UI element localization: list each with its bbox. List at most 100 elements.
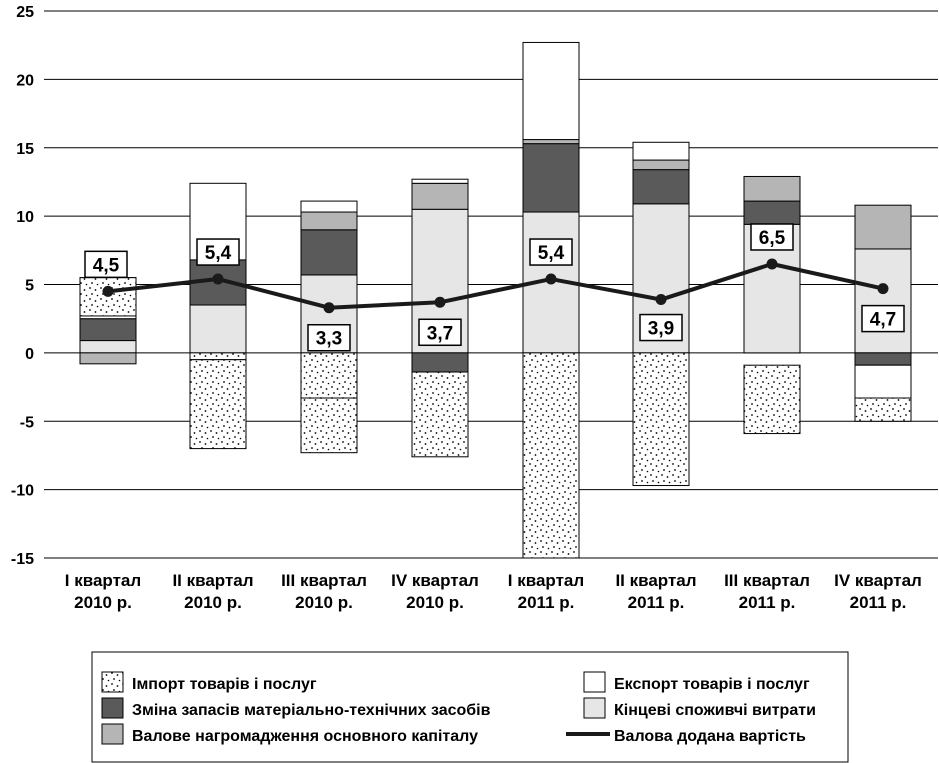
data-label: 5,4: [205, 243, 232, 264]
gva-point: [766, 258, 778, 270]
y-tick-label: 5: [25, 278, 34, 295]
bar-segment-експорт-товарів-і-послуг: [522, 41, 580, 141]
bar-segment-import: [300, 352, 358, 399]
gva-point: [323, 302, 335, 314]
y-tick-label: -10: [11, 483, 34, 500]
bar-segment-зміна-запасів-матеріально-технічних-засобів: [743, 200, 801, 225]
data-label: 4,7: [870, 310, 896, 331]
x-category-label: II квартал: [172, 571, 253, 590]
bar-segment-експорт-товарів-і-послуг: [411, 178, 469, 184]
x-category-label: II квартал: [615, 571, 696, 590]
x-category-label: 2010 р.: [406, 593, 464, 612]
bar-segment-зміна-запасів-матеріально-технічних-засобів: [854, 352, 912, 366]
bar-segment-зміна-запасів-матеріально-технічних-засобів: [411, 352, 469, 373]
bar-segment-експорт-товарів-і-послуг: [300, 200, 358, 213]
gva-point: [877, 283, 889, 295]
legend-swatch-stocks: [101, 697, 124, 719]
x-category-label: 2011 р.: [739, 593, 796, 612]
bar-segment-зміна-запасів-матеріально-технічних-засобів: [632, 169, 690, 205]
legend-swatch-capital: [101, 723, 124, 745]
bar-segment-валове-нагромадження-основного-капіталу: [522, 139, 580, 145]
data-label-box: [196, 238, 240, 266]
bar-segment-import: [743, 364, 801, 435]
gva-line-path: [107, 261, 884, 310]
data-label: 4,5: [93, 255, 120, 276]
bar-segment-зміна-запасів-матеріально-технічних-засобів: [79, 318, 137, 342]
gva-line: [102, 258, 889, 314]
bar-segment-import: [411, 371, 469, 458]
bar-segment-import: [189, 352, 247, 361]
legend-swatch-export: [583, 671, 606, 693]
bar-segment-кінцеві-споживчі-витрати: [79, 340, 137, 354]
bar-segment-зміна-запасів-матеріально-технічних-засобів: [300, 229, 358, 276]
bar-segment-import: [300, 397, 358, 454]
legend-swatch-consumption: [583, 697, 606, 719]
x-category-label: 2011 р.: [850, 593, 907, 612]
legend-label-gva: Валова додана вартість: [614, 728, 806, 745]
legend-label-export: Експорт товарів і послуг: [614, 676, 810, 693]
x-category-label: 2011 р.: [628, 593, 685, 612]
data-label: 6,5: [759, 228, 786, 249]
legend-label-stocks: Зміна запасів матеріально-технічних засо…: [132, 702, 491, 719]
legend-swatch-import: [101, 671, 124, 693]
x-axis-categories: I квартал 2010 р. II квартал 2010 р. III ква…: [65, 571, 922, 612]
data-label-box: [529, 238, 573, 266]
data-label: 3,3: [316, 329, 342, 350]
x-category-label: 2010 р.: [295, 593, 353, 612]
x-category-label: III квартал: [724, 571, 810, 590]
gva-point: [434, 296, 446, 308]
bar-segment-кінцеві-споживчі-витрати: [189, 304, 247, 354]
y-tick-label: -5: [20, 414, 34, 431]
bar-segment-валове-нагромадження-основного-капіталу: [300, 211, 358, 231]
gva-point: [212, 273, 224, 285]
bar-segment-import: [854, 397, 912, 422]
gva-point: [102, 285, 114, 297]
x-category-label: 2010 р.: [74, 593, 132, 612]
bar-segment-кінцеві-споживчі-витрати: [854, 248, 912, 354]
x-category-label: IV квартал: [834, 571, 922, 590]
legend-label-capital: Валове нагромадження основного капіталу: [132, 728, 478, 745]
legend-frame: [91, 651, 849, 763]
x-category-label: I квартал: [65, 571, 141, 590]
bar-segment-зміна-запасів-матеріально-технічних-засобів: [522, 143, 580, 213]
y-tick-label: 15: [16, 141, 34, 158]
x-category-label: 2010 р.: [184, 593, 242, 612]
data-label-box: [639, 313, 683, 342]
y-tick-label: 10: [16, 209, 34, 226]
x-category-label: III квартал: [281, 571, 367, 590]
data-label-box: [861, 304, 905, 333]
data-label-box: [418, 318, 462, 347]
bar-segment-валове-нагромадження-основного-капіталу: [411, 182, 469, 210]
gva-point: [545, 273, 557, 285]
data-label-box: [307, 323, 351, 352]
y-tick-label: 25: [16, 4, 34, 21]
y-tick-label: 20: [16, 72, 34, 89]
bar-segment-import: [522, 352, 580, 559]
bar-segment-валове-нагромадження-основного-капіталу: [632, 159, 690, 171]
legend-label-import: Імпорт товарів і послуг: [132, 676, 317, 693]
bar-segment-валове-нагромадження-основного-капіталу: [743, 175, 801, 202]
y-tick-label: 0: [25, 346, 34, 363]
data-label: 3,7: [427, 323, 453, 344]
data-label-box: [84, 250, 128, 279]
data-label: 3,9: [648, 319, 674, 340]
y-axis-ticks: 25 20 15 10 5 0 -5 -10 -15: [11, 4, 34, 568]
stacked-bars: [79, 41, 912, 559]
bar-segment-import: [632, 352, 690, 487]
data-labels: 4,5 5,4 3,3 3,7 5,4 3,9 6,5 4,7: [84, 223, 905, 352]
y-tick-label: -15: [11, 551, 34, 568]
bar-segment-import: [189, 359, 247, 450]
legend-label-consumption: Кінцеві споживчі витрати: [614, 702, 816, 719]
bar-segment-експорт-товарів-і-послуг: [632, 141, 690, 161]
bar-segment-експорт-товарів-і-послуг: [854, 364, 912, 399]
x-category-label: IV квартал: [391, 571, 479, 590]
legend: Імпорт товарів і послуг Зміна запасів ма…: [91, 651, 849, 763]
gva-point: [655, 294, 667, 306]
data-label: 5,4: [538, 243, 565, 264]
x-category-label: 2011 р.: [518, 593, 575, 612]
bar-segment-валове-нагромадження-основного-капіталу: [79, 352, 137, 365]
bar-segment-валове-нагромадження-основного-капіталу: [854, 204, 912, 250]
data-label-box: [750, 223, 794, 251]
x-category-label: I квартал: [508, 571, 584, 590]
